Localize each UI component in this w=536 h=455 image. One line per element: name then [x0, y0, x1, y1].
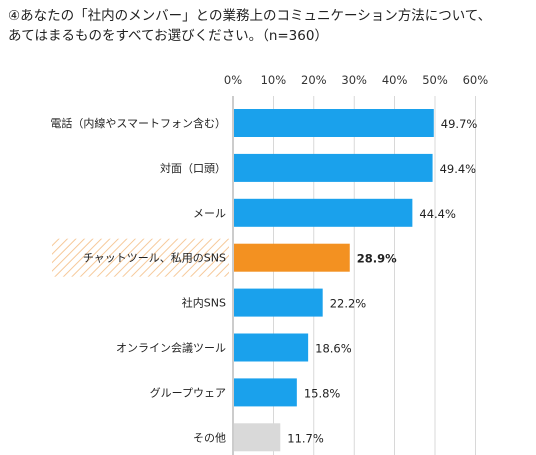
- bar: [234, 198, 413, 227]
- x-tick-label: 60%: [463, 73, 489, 87]
- category-label: 電話（内線やスマートフォン含む）: [50, 116, 226, 130]
- value-label: 44.4%: [419, 207, 456, 221]
- highlight-hatch: [52, 238, 229, 277]
- bar: [234, 288, 323, 317]
- value-label: 11.7%: [287, 431, 324, 445]
- value-label: 22.2%: [330, 297, 367, 311]
- category-label: 対面（口頭）: [160, 161, 226, 175]
- chart-title-line-1: ④あなたの「社内のメンバー」との業務上のコミュニケーション方法について、: [8, 8, 492, 24]
- category-label: メール: [193, 207, 226, 220]
- category-label: グループウェア: [150, 385, 226, 399]
- x-tick-label: 30%: [341, 73, 367, 87]
- category-label: チャットツール、私用のSNS: [83, 252, 226, 265]
- x-tick-label: 20%: [301, 73, 327, 87]
- chart-title-line-2: あてはまるものをすべてお選びください。（n=360）: [8, 28, 328, 44]
- bar: [234, 378, 297, 407]
- bar: [234, 153, 433, 182]
- bar: [234, 423, 281, 452]
- value-label: 15.8%: [304, 386, 341, 400]
- x-tick-label: 50%: [422, 73, 448, 87]
- x-tick-label: 0%: [224, 73, 242, 87]
- bar: [234, 243, 350, 272]
- x-tick-label: 40%: [382, 73, 408, 87]
- category-label: その他: [193, 431, 226, 444]
- category-label: オンライン会議ツール: [116, 341, 226, 355]
- category-label: 社内SNS: [182, 296, 226, 310]
- x-tick-label: 10%: [261, 73, 287, 87]
- value-label: 18.6%: [315, 342, 352, 356]
- value-label: 28.9%: [357, 252, 397, 266]
- bar: [234, 333, 309, 362]
- chart-title: ④あなたの「社内のメンバー」との業務上のコミュニケーション方法について、 あては…: [8, 6, 530, 46]
- bar: [234, 109, 434, 137]
- value-label: 49.4%: [440, 162, 477, 176]
- value-label: 49.7%: [441, 117, 478, 131]
